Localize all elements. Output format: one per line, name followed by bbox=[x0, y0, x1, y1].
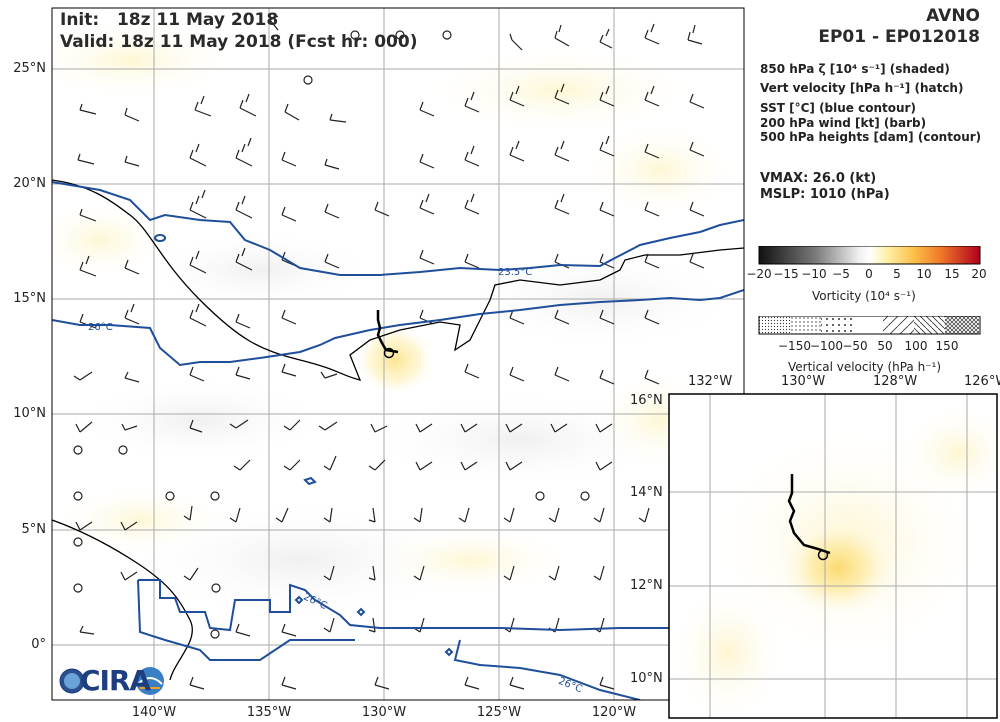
main-map-field bbox=[52, 8, 744, 700]
inset-lon-tick-130w: 130°W bbox=[781, 374, 826, 389]
vort-tick-5: 5 bbox=[893, 267, 901, 281]
vmax-stat: VMAX: 26.0 (kt) bbox=[760, 171, 877, 186]
sst-contours bbox=[52, 181, 744, 700]
vort-tick-4: 0 bbox=[865, 267, 873, 281]
legend-wind: 200 hPa wind [kt] (barb) bbox=[760, 116, 927, 130]
valid-line: Valid: 18z 11 May 2018 (Fcst hr: 000) bbox=[60, 32, 417, 52]
init-label: Init: bbox=[60, 10, 100, 30]
cira-logo-text: CIRA bbox=[80, 664, 151, 697]
cira-logo bbox=[59, 667, 164, 695]
vort-tick-2: −10 bbox=[801, 267, 827, 281]
inset-map-frame bbox=[668, 393, 998, 719]
lon-tick-130w: 130°W bbox=[361, 705, 407, 720]
lat-tick-25n: 25°N bbox=[13, 61, 46, 76]
inset-map bbox=[668, 393, 998, 719]
inset-grid bbox=[669, 394, 997, 718]
vv-tick-3: 50 bbox=[877, 339, 893, 353]
lat-tick-20n: 20°N bbox=[13, 176, 46, 191]
vv-tick-0: −150 bbox=[778, 339, 811, 353]
lon-tick-135w: 135°W bbox=[246, 705, 292, 720]
inset-storm-center-icon bbox=[817, 549, 829, 561]
inset-lat-tick-12n: 12°N bbox=[630, 578, 663, 593]
legend-vorticity: 850 hPa ζ [10⁴ s⁻¹] (shaded) bbox=[760, 62, 950, 76]
legend-sst: SST [°C] (blue contour) bbox=[760, 101, 916, 115]
vv-tick-4: 100 bbox=[904, 339, 928, 353]
vv-colorbar bbox=[758, 316, 981, 335]
valid-value: 18z 11 May 2018 (Fcst hr: 000) bbox=[120, 32, 418, 52]
init-value: 18z 11 May 2018 bbox=[116, 10, 279, 30]
mslp-stat: MSLP: 1010 (hPa) bbox=[760, 187, 890, 202]
lon-tick-120w: 120°W bbox=[591, 705, 637, 720]
storm-center-icon bbox=[383, 347, 395, 359]
lon-tick-140w: 140°W bbox=[131, 705, 177, 720]
inset-lat-tick-10n: 10°N bbox=[630, 671, 663, 686]
lon-tick-125w: 125°W bbox=[476, 705, 522, 720]
vort-tick-7: 15 bbox=[944, 267, 960, 281]
vort-tick-1: −15 bbox=[773, 267, 799, 281]
vorticity-colorbar-title: Vorticity (10⁴ s⁻¹) bbox=[812, 289, 916, 303]
lat-tick-10n: 10°N bbox=[13, 406, 46, 421]
lat-tick-5n: 5°N bbox=[21, 522, 47, 537]
vv-tick-1: −100 bbox=[810, 339, 843, 353]
storm-id: EP01 - EP012018 bbox=[818, 27, 980, 47]
vv-colorbar-title: Vertical velocity (hPa h⁻¹) bbox=[788, 360, 942, 374]
inset-storm-track bbox=[787, 474, 831, 561]
inset-lat-tick-14n: 14°N bbox=[630, 485, 663, 500]
height-contours bbox=[52, 179, 744, 681]
main-map-grid bbox=[52, 8, 744, 700]
inset-lon-tick-132w: 132°W bbox=[688, 374, 733, 389]
sst-label-2: 23.5°C bbox=[498, 267, 532, 278]
vort-tick-8: 20 bbox=[971, 267, 987, 281]
model-name: AVNO bbox=[926, 6, 980, 26]
lat-tick-15n: 15°N bbox=[13, 291, 46, 306]
lat-tick-0: 0° bbox=[31, 637, 46, 652]
inset-lon-tick-128w: 128°W bbox=[873, 374, 918, 389]
sst-label-1: 26°C bbox=[88, 322, 113, 333]
inset-lat-tick-16n: 16°N bbox=[630, 393, 663, 408]
vort-tick-0: −20 bbox=[746, 267, 772, 281]
storm-track bbox=[376, 310, 399, 359]
legend-heights: 500 hPa heights [dam] (contour) bbox=[760, 130, 982, 144]
vorticity-colorbar bbox=[758, 246, 981, 265]
wind-barbs bbox=[73, 15, 705, 690]
vort-tick-3: −5 bbox=[832, 267, 850, 281]
init-line: Init: 18z 11 May 2018 bbox=[60, 10, 278, 30]
main-map-frame bbox=[51, 7, 745, 701]
vv-tick-5: 150 bbox=[935, 339, 959, 353]
inset-lon-tick-126w: 126°W bbox=[964, 374, 1000, 389]
legend-vert-velocity: Vert velocity [hPa h⁻¹] (hatch) bbox=[760, 81, 964, 95]
calm-wind-markers bbox=[73, 30, 590, 639]
valid-label: Valid: bbox=[60, 32, 115, 52]
vv-tick-2: −50 bbox=[842, 339, 868, 353]
vort-tick-6: 10 bbox=[916, 267, 932, 281]
